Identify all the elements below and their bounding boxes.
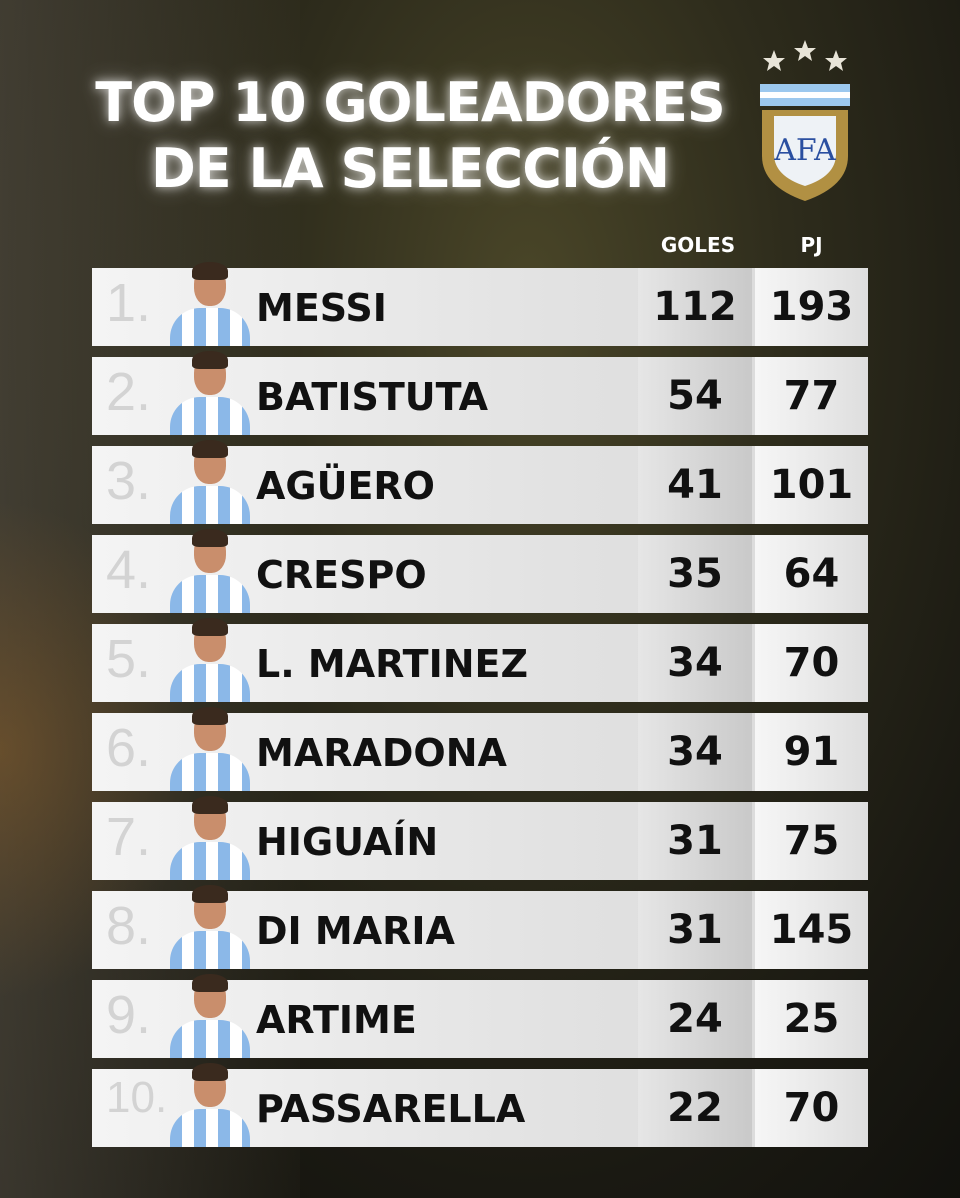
table-row: 10. PASSARELLA 22 70 (92, 1063, 868, 1147)
page-title: TOP 10 GOLEADORES DE LA SELECCIÓN (60, 70, 760, 202)
matches-played-cell: 91 (755, 713, 868, 791)
column-header-goles: GOLES (660, 233, 736, 257)
player-name: MARADONA (256, 731, 507, 775)
matches-played-cell: 193 (755, 268, 868, 346)
rank-number: 6. (106, 718, 152, 778)
player-name: ARTIME (256, 998, 417, 1042)
goals-cell: 31 (638, 891, 752, 969)
goals-cell: 31 (638, 802, 752, 880)
player-photo (162, 345, 256, 435)
player-photo (162, 434, 256, 524)
title-line-1: TOP 10 GOLEADORES (95, 71, 725, 134)
table-row: 2. BATISTUTA 54 77 (92, 351, 868, 435)
goals-cell: 54 (638, 357, 752, 435)
table-row: 7. HIGUAÍN 31 75 (92, 796, 868, 880)
rank-number: 10. (106, 1073, 168, 1122)
player-name: L. MARTINEZ (256, 642, 529, 686)
matches-played-cell: 64 (755, 535, 868, 613)
goals-cell: 34 (638, 713, 752, 791)
goals-cell: 112 (638, 268, 752, 346)
matches-played-cell: 145 (755, 891, 868, 969)
rank-number: 3. (106, 451, 152, 511)
matches-played-cell: 101 (755, 446, 868, 524)
title-line-2: DE LA SELECCIÓN (150, 137, 670, 200)
player-photo (162, 612, 256, 702)
player-photo (162, 523, 256, 613)
table-row: 1. MESSI 112 193 (92, 262, 868, 346)
player-name: BATISTUTA (256, 375, 489, 419)
goals-cell: 22 (638, 1069, 752, 1147)
player-photo (162, 701, 256, 791)
rank-number: 5. (106, 629, 152, 689)
rank-number: 2. (106, 362, 152, 422)
player-photo (162, 790, 256, 880)
table-row: 3. AGÜERO 41 101 (92, 440, 868, 524)
goals-cell: 35 (638, 535, 752, 613)
table-row: 6. MARADONA 34 91 (92, 707, 868, 791)
table-row: 8. DI MARIA 31 145 (92, 885, 868, 969)
player-name: CRESPO (256, 553, 427, 597)
player-name: DI MARIA (256, 909, 455, 953)
goals-cell: 34 (638, 624, 752, 702)
table-row: 4. CRESPO 35 64 (92, 529, 868, 613)
player-name: AGÜERO (256, 464, 435, 508)
matches-played-cell: 25 (755, 980, 868, 1058)
goals-cell: 41 (638, 446, 752, 524)
player-name: PASSARELLA (256, 1087, 526, 1131)
table-row: 9. ARTIME 24 25 (92, 974, 868, 1058)
goals-cell: 24 (638, 980, 752, 1058)
rank-number: 4. (106, 540, 152, 600)
rank-number: 9. (106, 985, 152, 1045)
matches-played-cell: 75 (755, 802, 868, 880)
player-photo (162, 1057, 256, 1147)
matches-played-cell: 70 (755, 1069, 868, 1147)
player-photo (162, 968, 256, 1058)
crest-text: AFA (773, 133, 836, 168)
afa-crest-logo: AFA (760, 40, 850, 201)
rank-number: 7. (106, 807, 152, 867)
player-name: MESSI (256, 286, 387, 330)
rank-number: 8. (106, 896, 152, 956)
player-photo (162, 879, 256, 969)
player-name: HIGUAÍN (256, 820, 439, 864)
player-photo (162, 256, 256, 346)
matches-played-cell: 70 (755, 624, 868, 702)
table-row: 5. L. MARTINEZ 34 70 (92, 618, 868, 702)
matches-played-cell: 77 (755, 357, 868, 435)
column-header-pj: PJ (800, 233, 823, 257)
rank-number: 1. (106, 273, 152, 333)
